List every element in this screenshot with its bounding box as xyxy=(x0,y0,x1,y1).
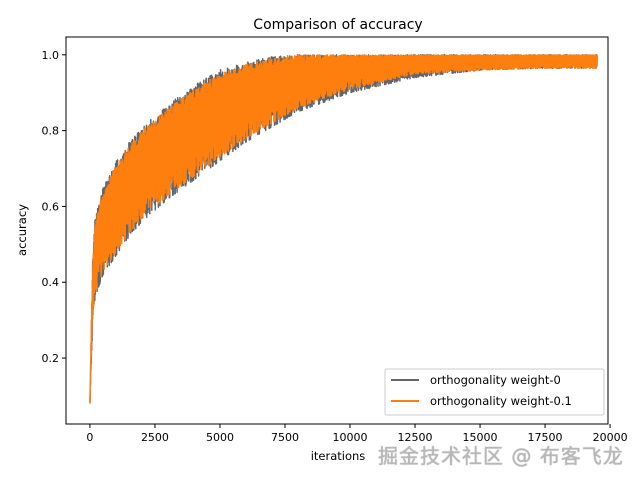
legend-label-weight-0: orthogonality weight-0 xyxy=(430,373,561,387)
legend-label-weight-0.1: orthogonality weight-0.1 xyxy=(430,394,572,408)
plot-area xyxy=(89,54,598,404)
x-axis-ticks: 0 2500 5000 7500 10000 12500 15000 17500 20000 xyxy=(86,424,628,444)
x-tick-label: 20000 xyxy=(593,431,628,444)
legend: orthogonality weight-0 orthogonality wei… xyxy=(384,368,605,416)
y-axis-label: accuracy xyxy=(15,204,29,256)
watermark: 掘金技术社区 @ 布客飞龙 xyxy=(378,444,624,468)
y-axis-ticks: 0.2 0.4 0.6 0.8 1.0 xyxy=(42,49,66,365)
x-tick-label: 0 xyxy=(86,431,93,444)
series-line-orthogonality-weight-0.1 xyxy=(89,54,598,404)
x-tick-label: 7500 xyxy=(271,431,299,444)
chart-title: Comparison of accuracy xyxy=(253,17,422,33)
x-tick-label: 2500 xyxy=(141,431,169,444)
y-tick-label: 0.2 xyxy=(42,352,60,365)
x-tick-label: 15000 xyxy=(463,431,498,444)
y-tick-label: 0.4 xyxy=(42,276,60,289)
legend-box xyxy=(384,368,605,416)
axes-frame xyxy=(65,36,609,425)
y-tick-label: 0.8 xyxy=(42,125,60,138)
series-line-orthogonality-weight-0 xyxy=(89,54,598,404)
x-tick-label: 10000 xyxy=(333,431,368,444)
y-tick-label: 0.6 xyxy=(42,200,60,213)
x-tick-label: 12500 xyxy=(398,431,433,444)
x-tick-label: 17500 xyxy=(528,431,563,444)
x-axis-label: iterations xyxy=(311,449,366,463)
y-tick-label: 1.0 xyxy=(42,49,60,62)
x-tick-label: 5000 xyxy=(206,431,234,444)
